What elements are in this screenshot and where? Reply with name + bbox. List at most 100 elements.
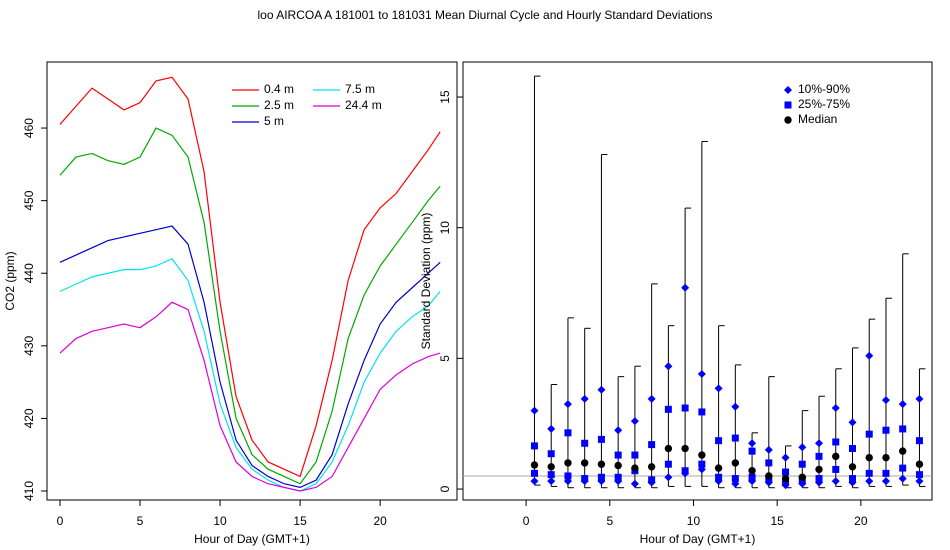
quantile-point <box>631 451 639 459</box>
quantile-point <box>580 459 589 467</box>
x-tick-label: 20 <box>854 514 868 528</box>
quantile-point <box>547 450 555 458</box>
plot-frame <box>462 61 933 501</box>
quantile-point <box>748 473 756 481</box>
y-tick-label: 0 <box>438 485 452 492</box>
quantile-point <box>865 469 873 477</box>
quantile-point <box>815 475 823 483</box>
x-tick-label: 0 <box>523 514 530 528</box>
plot-frame <box>46 61 458 501</box>
quantile-point <box>563 400 572 409</box>
quantile-point <box>630 417 639 426</box>
x-axis-label: Hour of Day (GMT+1) <box>640 532 756 546</box>
quantile-point <box>530 406 539 415</box>
quantile-point <box>648 476 656 484</box>
quantile-point <box>848 463 857 471</box>
quantile-point <box>715 473 723 481</box>
quantile-point <box>898 474 907 483</box>
quantile-point <box>664 444 673 453</box>
figure-title: loo AIRCOA A 181001 to 181031 Mean Diurn… <box>258 8 713 22</box>
quantile-point <box>899 425 907 433</box>
quantile-point <box>681 467 689 475</box>
quantile-point <box>664 362 673 371</box>
legend-label: 0.4 m <box>264 82 294 96</box>
legend-label: 24.4 m <box>345 98 382 112</box>
y-axis-label: Standard Deviation (ppm) <box>419 213 433 350</box>
x-tick-label: 0 <box>57 514 64 528</box>
quantile-point <box>731 459 740 467</box>
legend-label: 10%-90% <box>798 82 850 96</box>
y-tick-label: 10 <box>438 221 452 235</box>
legend-label: 5 m <box>264 114 284 128</box>
quantile-point <box>781 474 790 483</box>
quantile-point <box>614 473 622 481</box>
quantile-point <box>664 405 672 413</box>
quantile-point <box>681 283 690 292</box>
quantile-point <box>899 464 907 472</box>
quantile-point <box>781 453 790 462</box>
y-tick-label: 5 <box>438 355 452 362</box>
quantile-point <box>647 463 656 471</box>
legend-label: 7.5 m <box>345 82 375 96</box>
x-tick-label: 10 <box>687 514 701 528</box>
quantile-point <box>530 442 538 450</box>
quantile-point <box>915 471 923 479</box>
x-tick-label: 15 <box>770 514 784 528</box>
quantile-point <box>915 477 924 486</box>
y-tick-label: 410 <box>22 481 36 501</box>
series-line <box>59 301 441 492</box>
quantile-point <box>547 471 555 479</box>
series-line <box>59 225 441 488</box>
quantile-point <box>832 465 840 473</box>
quantile-point <box>764 445 773 454</box>
y-tick-label: 450 <box>22 190 36 210</box>
legend-marker <box>784 86 792 94</box>
quantile-point <box>631 464 639 472</box>
quantile-point <box>547 463 555 471</box>
quantile-point <box>865 453 873 462</box>
quantile-point <box>564 459 572 467</box>
legend-label: 25%-75% <box>798 97 850 111</box>
y-axis-label: CO2 (ppm) <box>3 251 17 310</box>
quantile-point <box>647 394 656 403</box>
quantile-point <box>748 467 756 475</box>
quantile-point <box>564 472 572 480</box>
quantile-point <box>748 439 757 448</box>
quantile-point <box>614 451 622 459</box>
quantile-point <box>597 435 605 443</box>
quantile-point <box>530 469 538 477</box>
series-line <box>59 76 441 478</box>
quantile-point <box>765 459 773 467</box>
quantile-point <box>882 426 890 434</box>
quantile-point <box>798 460 806 468</box>
quantile-point <box>648 441 656 449</box>
quantile-point <box>899 447 907 455</box>
quantile-point <box>581 439 589 447</box>
legend-marker <box>784 101 792 109</box>
quantile-point <box>848 475 856 483</box>
quantile-point <box>581 475 589 483</box>
legend-label: Median <box>798 112 837 126</box>
quantile-point <box>597 460 606 468</box>
quantile-point <box>882 469 890 477</box>
quantile-point <box>832 452 840 461</box>
quantile-point <box>815 439 824 448</box>
quantile-point <box>698 451 706 459</box>
x-tick-label: 20 <box>373 514 387 528</box>
quantile-point <box>765 472 773 480</box>
quantile-point <box>731 434 739 442</box>
y-tick-label: 460 <box>22 118 36 138</box>
quantile-point <box>782 468 790 476</box>
quantile-point <box>697 370 706 379</box>
x-tick-label: 10 <box>213 514 227 528</box>
quantile-point <box>580 394 589 403</box>
quantile-point <box>848 445 856 453</box>
y-tick-label: 420 <box>22 408 36 428</box>
quantile-point <box>915 437 923 445</box>
quantile-point <box>898 400 907 409</box>
y-tick-label: 440 <box>22 263 36 283</box>
quantile-point <box>865 351 874 360</box>
quantile-point <box>597 473 605 481</box>
quantile-point <box>915 460 924 468</box>
quantile-point <box>798 443 807 452</box>
